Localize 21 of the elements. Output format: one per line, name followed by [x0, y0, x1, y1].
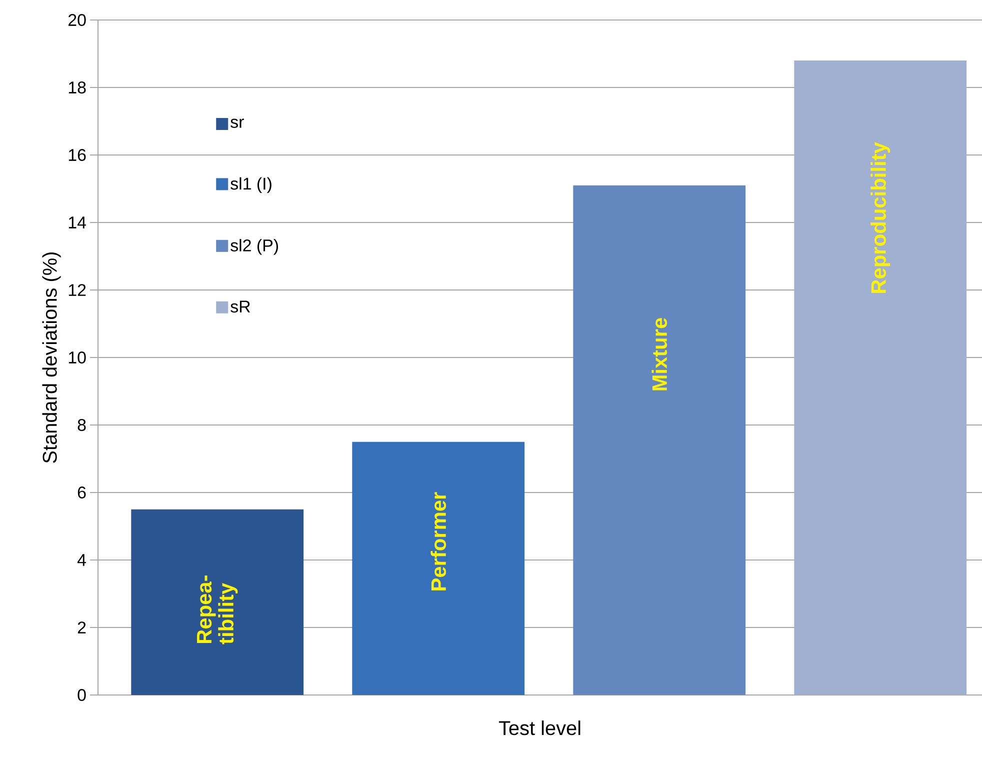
legend-label: sR — [230, 300, 250, 313]
y-tick-label: 0 — [78, 689, 86, 701]
annotation: Repea- tibility — [197, 576, 238, 644]
y-tick-label: 10 — [68, 352, 86, 364]
x-axis-title: Test level — [498, 720, 580, 736]
y-tick-label: 20 — [68, 14, 86, 26]
annotation: Performer — [430, 492, 446, 590]
annotation: Reproducibility — [870, 142, 890, 293]
legend-label: sr — [230, 118, 244, 128]
y-tick-label: 14 — [68, 216, 86, 228]
y-tick-label: 16 — [68, 148, 86, 161]
y-tick-label: 6 — [78, 486, 86, 498]
y-tick-label: 2 — [78, 622, 86, 634]
y-tick-label: 12 — [68, 284, 86, 296]
annotation: Mixture — [652, 318, 668, 390]
legend-label: sl2 (P) — [230, 239, 278, 255]
y-tick-label: 4 — [77, 554, 86, 566]
y-axis-title: Standard deviations (%) — [42, 252, 61, 463]
legend-label: sl1 (I) — [230, 177, 272, 194]
y-tick-label: 18 — [68, 81, 86, 94]
y-tick-label: 8 — [78, 419, 86, 431]
